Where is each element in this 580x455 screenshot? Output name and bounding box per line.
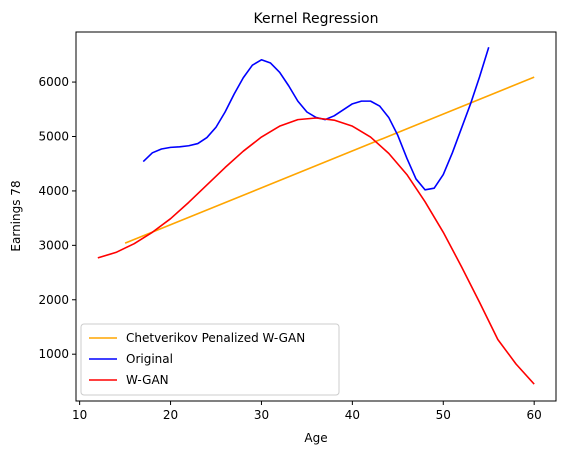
x-axis-label: Age [304,431,327,445]
x-tick-label-3: 40 [345,408,360,422]
y-tick-label-1: 2000 [38,293,69,307]
x-tick-label-0: 10 [72,408,87,422]
x-tick-label-4: 50 [436,408,451,422]
y-tick-label-5: 6000 [38,75,69,89]
x-tick-label-1: 20 [163,408,178,422]
y-tick-label-4: 5000 [38,129,69,143]
y-axis-label: Earnings 78 [9,180,23,251]
legend-label-2: W-GAN [126,373,169,387]
y-tick-label-2: 3000 [38,238,69,252]
series-line-0 [125,77,534,243]
x-axis: 10 20 30 40 50 60 [72,401,542,422]
chart-title: Kernel Regression [253,11,378,27]
x-tick-label-5: 60 [527,408,542,422]
y-tick-label-0: 1000 [38,347,69,361]
y-axis: 1000 2000 3000 4000 5000 6000 [38,75,76,361]
legend: Chetverikov Penalized W-GAN Original W-GAN [81,324,339,395]
y-tick-label-3: 4000 [38,184,69,198]
legend-label-0: Chetverikov Penalized W-GAN [126,331,305,345]
legend-label-1: Original [126,352,173,366]
x-tick-label-2: 30 [254,408,269,422]
